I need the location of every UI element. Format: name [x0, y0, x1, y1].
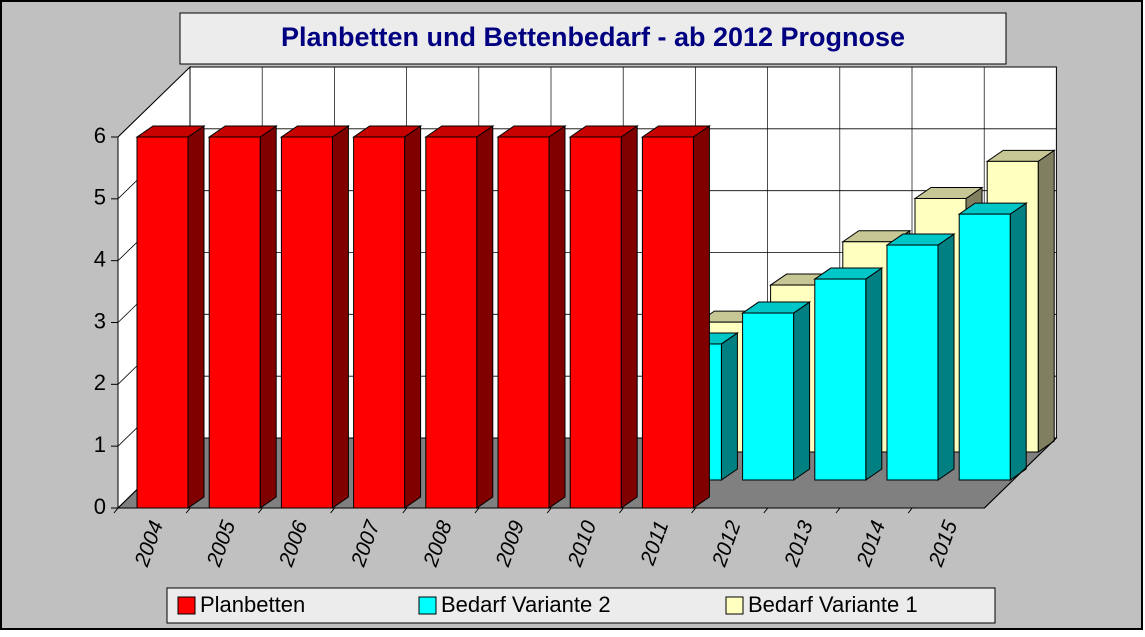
x-tick	[258, 507, 263, 514]
bar-front	[280, 136, 333, 509]
bar-side	[1009, 202, 1027, 481]
bar-side	[331, 125, 349, 509]
legend-entries: Planbetten Bedarf Variante 2 Bedarf Varian…	[177, 592, 918, 617]
bar-side	[187, 125, 205, 509]
x-tick	[185, 507, 191, 514]
legend	[166, 587, 996, 624]
legend-label: Bedarf Variante 1	[748, 592, 918, 617]
bar	[957, 202, 1028, 481]
bar-front	[569, 136, 622, 509]
x-tick	[330, 507, 335, 514]
bar	[496, 125, 567, 509]
bar-front	[425, 136, 478, 509]
bar-side	[793, 301, 811, 481]
y-tick-label: 5	[94, 185, 106, 210]
bar	[813, 267, 884, 481]
bar-side	[620, 125, 638, 509]
floor-edge	[984, 437, 1057, 509]
bar-front	[353, 136, 406, 509]
y-tick-label: 6	[94, 123, 106, 148]
x-tick	[763, 507, 769, 514]
bar-front	[814, 278, 867, 481]
x-tick	[835, 507, 841, 514]
bar-front	[208, 136, 261, 509]
bar	[135, 125, 206, 509]
bar-side	[404, 125, 422, 509]
y-tick-label: 3	[94, 308, 106, 333]
bar-front	[958, 213, 1011, 481]
bar	[885, 233, 956, 481]
bar-front	[136, 136, 189, 509]
y-tick-label: 1	[94, 432, 106, 457]
x-tick	[546, 507, 552, 514]
bar-side	[548, 125, 566, 509]
bar-side	[259, 125, 277, 509]
bar-side	[476, 125, 494, 509]
legend-swatch	[418, 596, 437, 615]
legend-swatch	[725, 596, 744, 615]
bar	[740, 301, 812, 481]
bar	[279, 125, 351, 509]
y-tick-label: 2	[94, 370, 106, 395]
grid-line	[117, 66, 1057, 138]
title-box	[179, 12, 1007, 65]
y-tick-label: 4	[94, 246, 106, 271]
bar	[351, 125, 423, 509]
bar-side	[865, 267, 883, 481]
bar-front	[641, 136, 694, 509]
bar	[424, 125, 495, 509]
x-tick	[619, 507, 624, 514]
bar-front	[742, 312, 795, 481]
x-tick	[402, 507, 408, 514]
y-tick-label: 0	[94, 494, 106, 519]
bar-front	[497, 136, 550, 509]
legend-label: Planbetten	[200, 592, 305, 617]
chart-title: Planbetten und Bettenbedarf - ab 2012 Pr…	[281, 22, 905, 52]
bar	[640, 125, 712, 509]
x-tick	[691, 507, 696, 514]
bar-side	[937, 233, 955, 481]
bar-front	[886, 244, 939, 481]
x-tick	[907, 507, 913, 514]
bar	[568, 125, 639, 509]
x-tick	[113, 507, 119, 514]
bar-side	[692, 125, 710, 509]
x-tick	[474, 507, 480, 514]
bar-side	[1037, 149, 1055, 453]
legend-swatch	[177, 596, 196, 615]
bar-side	[720, 332, 738, 481]
bar	[207, 125, 278, 509]
legend-label: Bedarf Variante 2	[441, 592, 611, 617]
